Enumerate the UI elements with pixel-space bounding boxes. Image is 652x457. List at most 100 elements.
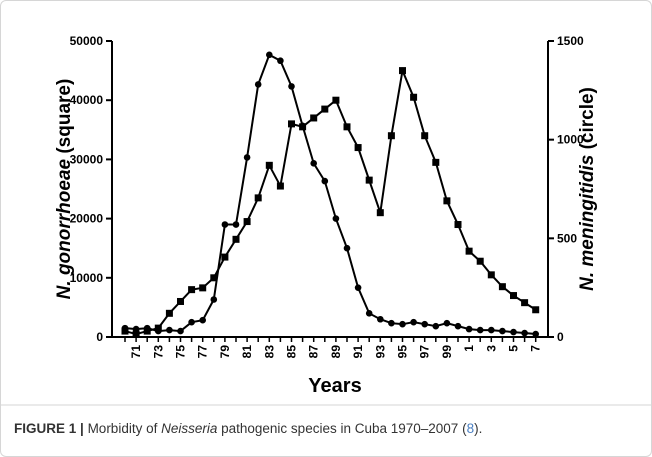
square-marker bbox=[165, 309, 173, 317]
circle-marker bbox=[454, 322, 462, 330]
caption-text: Morbidity of bbox=[88, 421, 162, 436]
x-tick-label: 73 bbox=[151, 345, 165, 359]
circle-marker bbox=[132, 325, 140, 333]
square-marker bbox=[321, 105, 329, 113]
x-tick-label: 79 bbox=[218, 345, 232, 359]
caption: FIGURE 1 | Morbidity of Neisseria pathog… bbox=[14, 421, 482, 436]
circle-marker bbox=[321, 177, 329, 185]
circle-marker bbox=[232, 221, 240, 228]
circle-marker bbox=[399, 320, 406, 328]
circle-marker bbox=[188, 318, 195, 326]
square-marker bbox=[310, 114, 318, 122]
square-marker bbox=[288, 120, 295, 128]
x-tick-label: 97 bbox=[418, 345, 432, 359]
y-tick-label: 40000 bbox=[70, 93, 104, 107]
y2-label-rest: (circle) bbox=[577, 87, 598, 149]
x-tick-label: 85 bbox=[285, 345, 299, 359]
x-tick-label: 75 bbox=[174, 345, 188, 359]
square-marker bbox=[276, 182, 284, 190]
circle-marker bbox=[354, 284, 362, 291]
x-tick-label: 91 bbox=[351, 345, 365, 359]
y-tick-label: 20000 bbox=[70, 212, 104, 226]
circle-marker bbox=[465, 325, 473, 333]
circle-marker bbox=[410, 318, 417, 326]
caption-text: pathogenic species in Cuba 1970–2007 ( bbox=[217, 421, 467, 436]
y2-axis-label: N. meningitidis (circle) bbox=[577, 87, 598, 291]
circle-marker bbox=[177, 327, 184, 335]
x-tick-label: 5 bbox=[507, 345, 521, 352]
x-tick-label: 81 bbox=[240, 345, 254, 359]
circle-marker bbox=[343, 244, 351, 252]
circle-marker bbox=[299, 122, 306, 130]
circle-marker bbox=[243, 154, 251, 161]
square-marker bbox=[365, 176, 373, 184]
caption-italic: Neisseria bbox=[161, 421, 218, 436]
y-tick-label: 50000 bbox=[70, 34, 104, 48]
circle-marker bbox=[510, 328, 517, 336]
square-marker bbox=[199, 284, 207, 292]
square-marker bbox=[399, 67, 406, 75]
x-tick-label: 89 bbox=[329, 345, 343, 359]
square-marker bbox=[332, 96, 340, 104]
circle-marker bbox=[277, 57, 284, 65]
square-marker bbox=[510, 292, 517, 300]
caption-text: ). bbox=[474, 421, 482, 436]
circle-marker bbox=[476, 326, 484, 334]
square-marker bbox=[210, 274, 218, 282]
square-marker bbox=[465, 247, 473, 255]
circle-marker bbox=[532, 330, 539, 338]
square-marker bbox=[265, 161, 273, 169]
square-marker bbox=[221, 253, 229, 261]
circle-marker bbox=[488, 326, 495, 334]
square-marker bbox=[521, 299, 529, 307]
square-marker bbox=[254, 194, 262, 202]
square-marker bbox=[454, 221, 462, 229]
square-marker bbox=[410, 93, 418, 101]
circle-marker bbox=[199, 316, 206, 324]
circle-marker bbox=[388, 319, 395, 327]
square-marker bbox=[354, 144, 362, 152]
y2-tick-label: 1000 bbox=[557, 133, 584, 147]
square-marker bbox=[443, 197, 451, 205]
circle-marker bbox=[266, 51, 273, 59]
square-marker bbox=[421, 132, 429, 140]
square-marker bbox=[188, 286, 196, 294]
circle-marker bbox=[443, 319, 451, 327]
y2-tick-label: 1500 bbox=[557, 34, 584, 48]
circle-marker bbox=[377, 315, 384, 323]
circle-marker bbox=[166, 326, 173, 334]
series-line bbox=[124, 53, 536, 336]
x-tick-label: 3 bbox=[484, 345, 498, 352]
y2-tick-label: 500 bbox=[557, 231, 577, 245]
x-tick-label: 77 bbox=[196, 345, 210, 359]
x-tick-label: 83 bbox=[262, 345, 276, 359]
y2-label-italic: N. meningitidis bbox=[577, 155, 598, 291]
circle-marker bbox=[143, 324, 151, 332]
circle-marker bbox=[288, 83, 295, 90]
y2-tick-label: 0 bbox=[557, 330, 564, 344]
y-tick-label: 10000 bbox=[70, 271, 104, 285]
x-tick-label: 93 bbox=[373, 345, 387, 359]
caption-ref: 8 bbox=[467, 421, 475, 436]
square-marker bbox=[432, 158, 440, 166]
square-marker bbox=[498, 283, 506, 291]
x-tick-label: 87 bbox=[307, 345, 321, 359]
y-label-italic: N. gonorrhoeae bbox=[54, 158, 75, 299]
x-tick-label: 95 bbox=[396, 345, 410, 359]
square-marker bbox=[232, 235, 240, 243]
y-tick-label: 0 bbox=[96, 330, 103, 344]
circle-marker bbox=[310, 160, 318, 167]
y-tick-label: 30000 bbox=[70, 152, 104, 166]
caption-label: FIGURE 1 | bbox=[14, 421, 84, 436]
y-axis-label: N. gonorrhoeae (square) bbox=[54, 79, 75, 300]
square-marker bbox=[132, 330, 140, 338]
square-marker bbox=[243, 218, 251, 226]
circle-marker bbox=[210, 296, 218, 303]
circle-marker bbox=[432, 322, 440, 330]
circle-marker bbox=[521, 329, 528, 337]
square-marker bbox=[343, 123, 351, 131]
circle-marker bbox=[421, 320, 429, 328]
square-marker bbox=[532, 306, 540, 314]
